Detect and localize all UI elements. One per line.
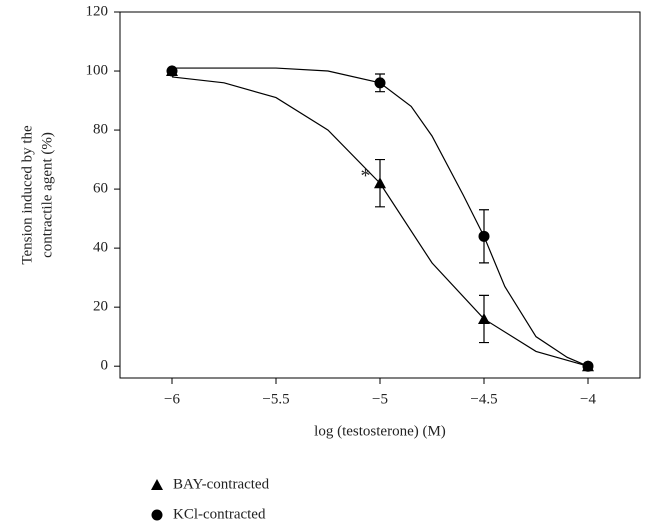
legend-label: KCl-contracted — [173, 506, 266, 522]
y-tick-label: 60 — [93, 181, 108, 197]
y-tick-label: 80 — [93, 122, 108, 138]
fit-curve — [171, 76, 589, 367]
y-axis-label: contractile agent (%) — [39, 132, 55, 258]
x-tick-label: −6 — [164, 391, 180, 407]
x-tick-label: −5 — [372, 391, 388, 407]
data-point — [478, 230, 490, 242]
x-tick-label: −5.5 — [262, 391, 289, 407]
fit-curve — [172, 67, 589, 367]
data-point — [374, 77, 386, 89]
data-point — [374, 177, 386, 189]
legend-marker — [151, 509, 163, 521]
x-tick-label: −4 — [580, 391, 596, 407]
y-tick-label: 100 — [86, 62, 109, 78]
x-tick-label: −4.5 — [470, 391, 497, 407]
y-tick-label: 40 — [93, 240, 108, 256]
y-tick-label: 120 — [86, 3, 109, 19]
data-point — [478, 312, 490, 324]
y-tick-label: 20 — [93, 299, 108, 315]
data-point — [582, 360, 594, 372]
legend-marker — [151, 479, 163, 490]
annotation: * — [360, 165, 370, 187]
x-axis-label: log (testosterone) (M) — [314, 423, 446, 439]
legend-label: BAY-contracted — [173, 476, 270, 492]
data-point — [166, 65, 178, 77]
y-axis-label: Tension induced by the — [19, 125, 35, 265]
y-tick-label: 0 — [101, 358, 109, 374]
